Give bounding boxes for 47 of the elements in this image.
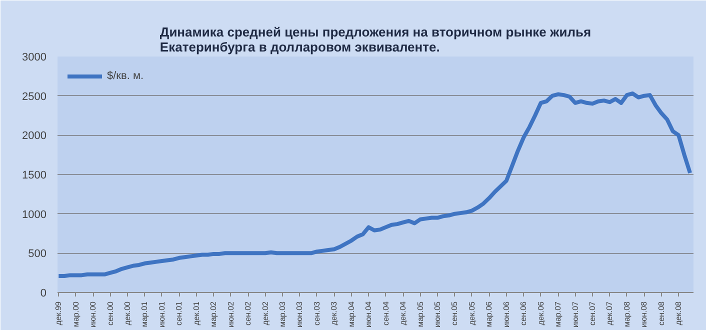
y-tick-label: 3000 [22, 52, 47, 64]
y-tick-label: 500 [28, 248, 47, 260]
y-tick-label: 2500 [22, 90, 47, 103]
x-tick-label: сен.04 [381, 300, 390, 326]
x-tick-label: июн.04 [364, 300, 374, 328]
chart-title: Динамика средней цены предложения на вторичном рынке жилья Екатеринбурга в долларовом эквиваленте. [160, 24, 592, 54]
x-tick-label: июн.02 [226, 300, 236, 328]
y-tick-label: 1500 [22, 170, 47, 182]
x-tick-label: июн.00 [88, 300, 98, 328]
x-tick-label: июн.05 [432, 300, 442, 328]
x-tick-label: июн.03 [295, 300, 304, 328]
x-tick-label: мар.03 [278, 300, 288, 328]
x-tick-label: мар.08 [622, 300, 632, 328]
x-tick-label: дек.05 [467, 300, 476, 326]
x-tick-label: дек.04 [398, 300, 408, 326]
x-tick-label: сен.02 [244, 300, 253, 326]
x-tick-label: июн.07 [570, 300, 580, 328]
x-tick-label: сен.06 [519, 300, 528, 326]
x-tick-label: сен.00 [106, 300, 115, 326]
x-tick-label: мар.02 [209, 300, 218, 328]
y-tick-label: 0 [40, 288, 47, 300]
y-tick-label: 2000 [22, 130, 47, 142]
x-tick-label: июн.01 [157, 300, 166, 328]
x-tick-label: июн.08 [640, 300, 649, 328]
x-tick-label: мар.04 [346, 300, 356, 328]
x-tick-label: дек.99 [54, 300, 64, 326]
x-tick-label: дек.08 [674, 300, 684, 326]
y-tick-label: 1000 [22, 208, 47, 221]
x-tick-label: дек.06 [536, 300, 546, 326]
x-tick-label: мар.06 [484, 300, 494, 328]
x-tick-label: дек.07 [605, 300, 614, 326]
x-tick-label: сен.08 [656, 300, 666, 326]
line-series [58, 91, 692, 278]
x-tick-label: мар.00 [71, 300, 80, 328]
x-tick-label: мар.05 [416, 300, 425, 328]
x-tick-label: дек.00 [123, 300, 132, 326]
x-tick-label: сен.07 [588, 300, 597, 326]
x-tick-label: дек.02 [260, 300, 270, 326]
x-tick-label: мар.01 [140, 300, 150, 328]
x-tick-label: сен.01 [174, 300, 184, 326]
x-tick-label: мар.07 [554, 300, 563, 328]
x-tick-label: сен.05 [450, 300, 460, 326]
x-tick-label: сен.03 [312, 300, 322, 326]
x-tick-label: июн.06 [502, 300, 511, 328]
x-tick-label: дек.03 [330, 300, 339, 326]
legend-label: $/кв. м. [107, 70, 144, 82]
x-tick-label: дек.01 [192, 300, 201, 326]
